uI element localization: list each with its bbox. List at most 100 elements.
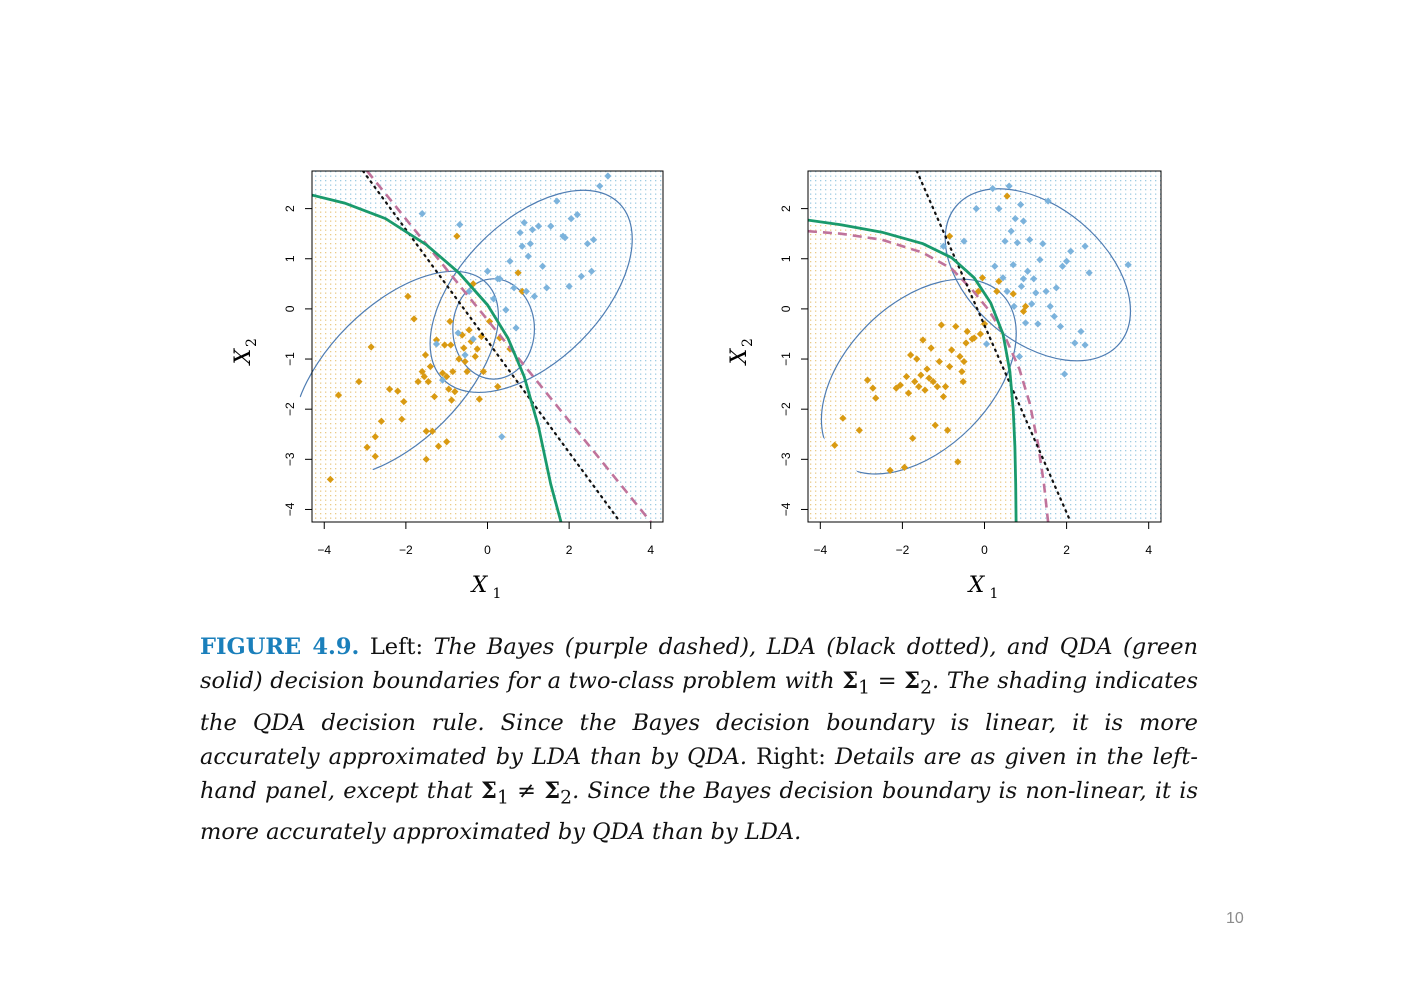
blue-point bbox=[573, 211, 581, 219]
blue-point bbox=[547, 222, 555, 230]
blue-point bbox=[522, 287, 530, 295]
orange-point bbox=[473, 345, 481, 353]
blue-point bbox=[530, 292, 539, 300]
blue-point bbox=[538, 262, 547, 270]
blue-point bbox=[989, 184, 997, 193]
blue-point bbox=[553, 197, 561, 205]
orange-point bbox=[441, 341, 449, 349]
lda-boundary bbox=[915, 171, 1072, 522]
orange-point bbox=[518, 287, 526, 295]
caption-left-word: Left: bbox=[369, 634, 424, 660]
orange-point bbox=[422, 427, 430, 435]
blue-point bbox=[469, 335, 477, 343]
sigma-1-a-sub: 1 bbox=[858, 677, 871, 699]
bayes-boundary bbox=[808, 229, 1050, 522]
orange-point bbox=[839, 414, 847, 422]
orange-point bbox=[872, 394, 880, 402]
blue-point bbox=[1036, 256, 1044, 264]
orange-point bbox=[475, 395, 483, 403]
orange-point bbox=[923, 365, 931, 373]
sigma-2-b-sub: 2 bbox=[560, 787, 573, 808]
blue-point bbox=[1077, 327, 1085, 336]
blue-point bbox=[510, 284, 518, 292]
blue-point bbox=[1058, 262, 1067, 270]
caption-label: FIGURE 4.9. bbox=[200, 634, 360, 660]
orange-point bbox=[927, 344, 935, 352]
y-tick-label: 0 bbox=[283, 305, 297, 312]
x-tick-label: −2 bbox=[896, 543, 910, 557]
blue-point bbox=[1067, 247, 1075, 255]
blue-point bbox=[1050, 312, 1058, 321]
blue-point bbox=[1060, 370, 1069, 378]
x-tick-label: −4 bbox=[317, 543, 331, 557]
blue-point bbox=[1034, 320, 1042, 328]
y-tick-label: −4 bbox=[283, 502, 297, 516]
orange-point bbox=[420, 372, 428, 381]
orange-point bbox=[946, 362, 954, 371]
blue-point bbox=[418, 210, 426, 218]
orange-point bbox=[939, 393, 948, 401]
blue-point bbox=[526, 240, 534, 248]
orange-point bbox=[933, 383, 941, 391]
orange-point bbox=[970, 334, 978, 342]
orange-point bbox=[917, 371, 925, 379]
orange-point bbox=[385, 385, 394, 393]
x-tick-label: −4 bbox=[813, 543, 827, 557]
orange-point bbox=[410, 315, 418, 323]
blue-point bbox=[1071, 339, 1079, 347]
orange-point bbox=[367, 343, 375, 351]
blue-point bbox=[1007, 227, 1015, 235]
blue-point bbox=[1009, 261, 1017, 269]
blue-point bbox=[490, 295, 498, 303]
blue-point bbox=[1015, 352, 1023, 361]
caption-text-a: The Bayes (purple dashed), LDA (black do… bbox=[200, 634, 1199, 694]
orange-point bbox=[443, 372, 451, 381]
orange-point bbox=[896, 381, 904, 389]
orange-point bbox=[976, 330, 984, 338]
blue-point bbox=[1021, 319, 1030, 327]
x-axis-label-subscript: 1 bbox=[493, 586, 502, 602]
blue-point bbox=[1026, 236, 1034, 244]
sigma-1-b-sub: 1 bbox=[496, 787, 509, 808]
y-tick-label: −3 bbox=[283, 452, 297, 466]
orange-point bbox=[400, 398, 408, 406]
blue-point bbox=[596, 182, 604, 190]
sigma-1-a: Σ bbox=[842, 668, 859, 694]
x-axis-label: X bbox=[470, 573, 489, 598]
orange-point bbox=[954, 458, 962, 466]
blue-point bbox=[1085, 269, 1093, 277]
orange-point bbox=[414, 378, 422, 386]
x-axis-label: X bbox=[967, 573, 986, 598]
blue-point bbox=[1023, 267, 1032, 275]
blue-point bbox=[524, 252, 532, 260]
orange-point bbox=[960, 357, 968, 366]
orange-point bbox=[447, 396, 456, 404]
blue-point bbox=[1017, 282, 1026, 290]
caption-text-b: The shading indicates the QDA decision r… bbox=[200, 668, 1199, 770]
y-tick-label: −1 bbox=[283, 352, 297, 366]
blue-point bbox=[1042, 287, 1050, 295]
orange-point bbox=[445, 385, 453, 393]
blue-point bbox=[454, 329, 462, 337]
blue-point bbox=[561, 234, 569, 242]
blue-point bbox=[1044, 197, 1052, 205]
orange-point bbox=[959, 378, 967, 386]
orange-point bbox=[911, 378, 919, 386]
y-tick-label: −4 bbox=[779, 502, 793, 516]
blue-point bbox=[1062, 257, 1071, 265]
bayes-boundary bbox=[366, 171, 652, 522]
blue-point bbox=[506, 257, 514, 265]
blue-point bbox=[1019, 275, 1028, 283]
orange-point bbox=[432, 336, 441, 344]
orange-region-shading bbox=[312, 195, 561, 522]
orange-point bbox=[460, 344, 468, 352]
blue-point bbox=[1056, 322, 1065, 331]
equals-sign: = bbox=[877, 668, 897, 694]
blue-point bbox=[1081, 242, 1089, 250]
orange-point bbox=[907, 351, 915, 359]
blue-point bbox=[972, 205, 980, 213]
blue-point bbox=[516, 229, 524, 237]
blue-point bbox=[1001, 237, 1009, 245]
sigma-2-b: Σ bbox=[544, 777, 561, 804]
orange-point bbox=[458, 331, 466, 339]
